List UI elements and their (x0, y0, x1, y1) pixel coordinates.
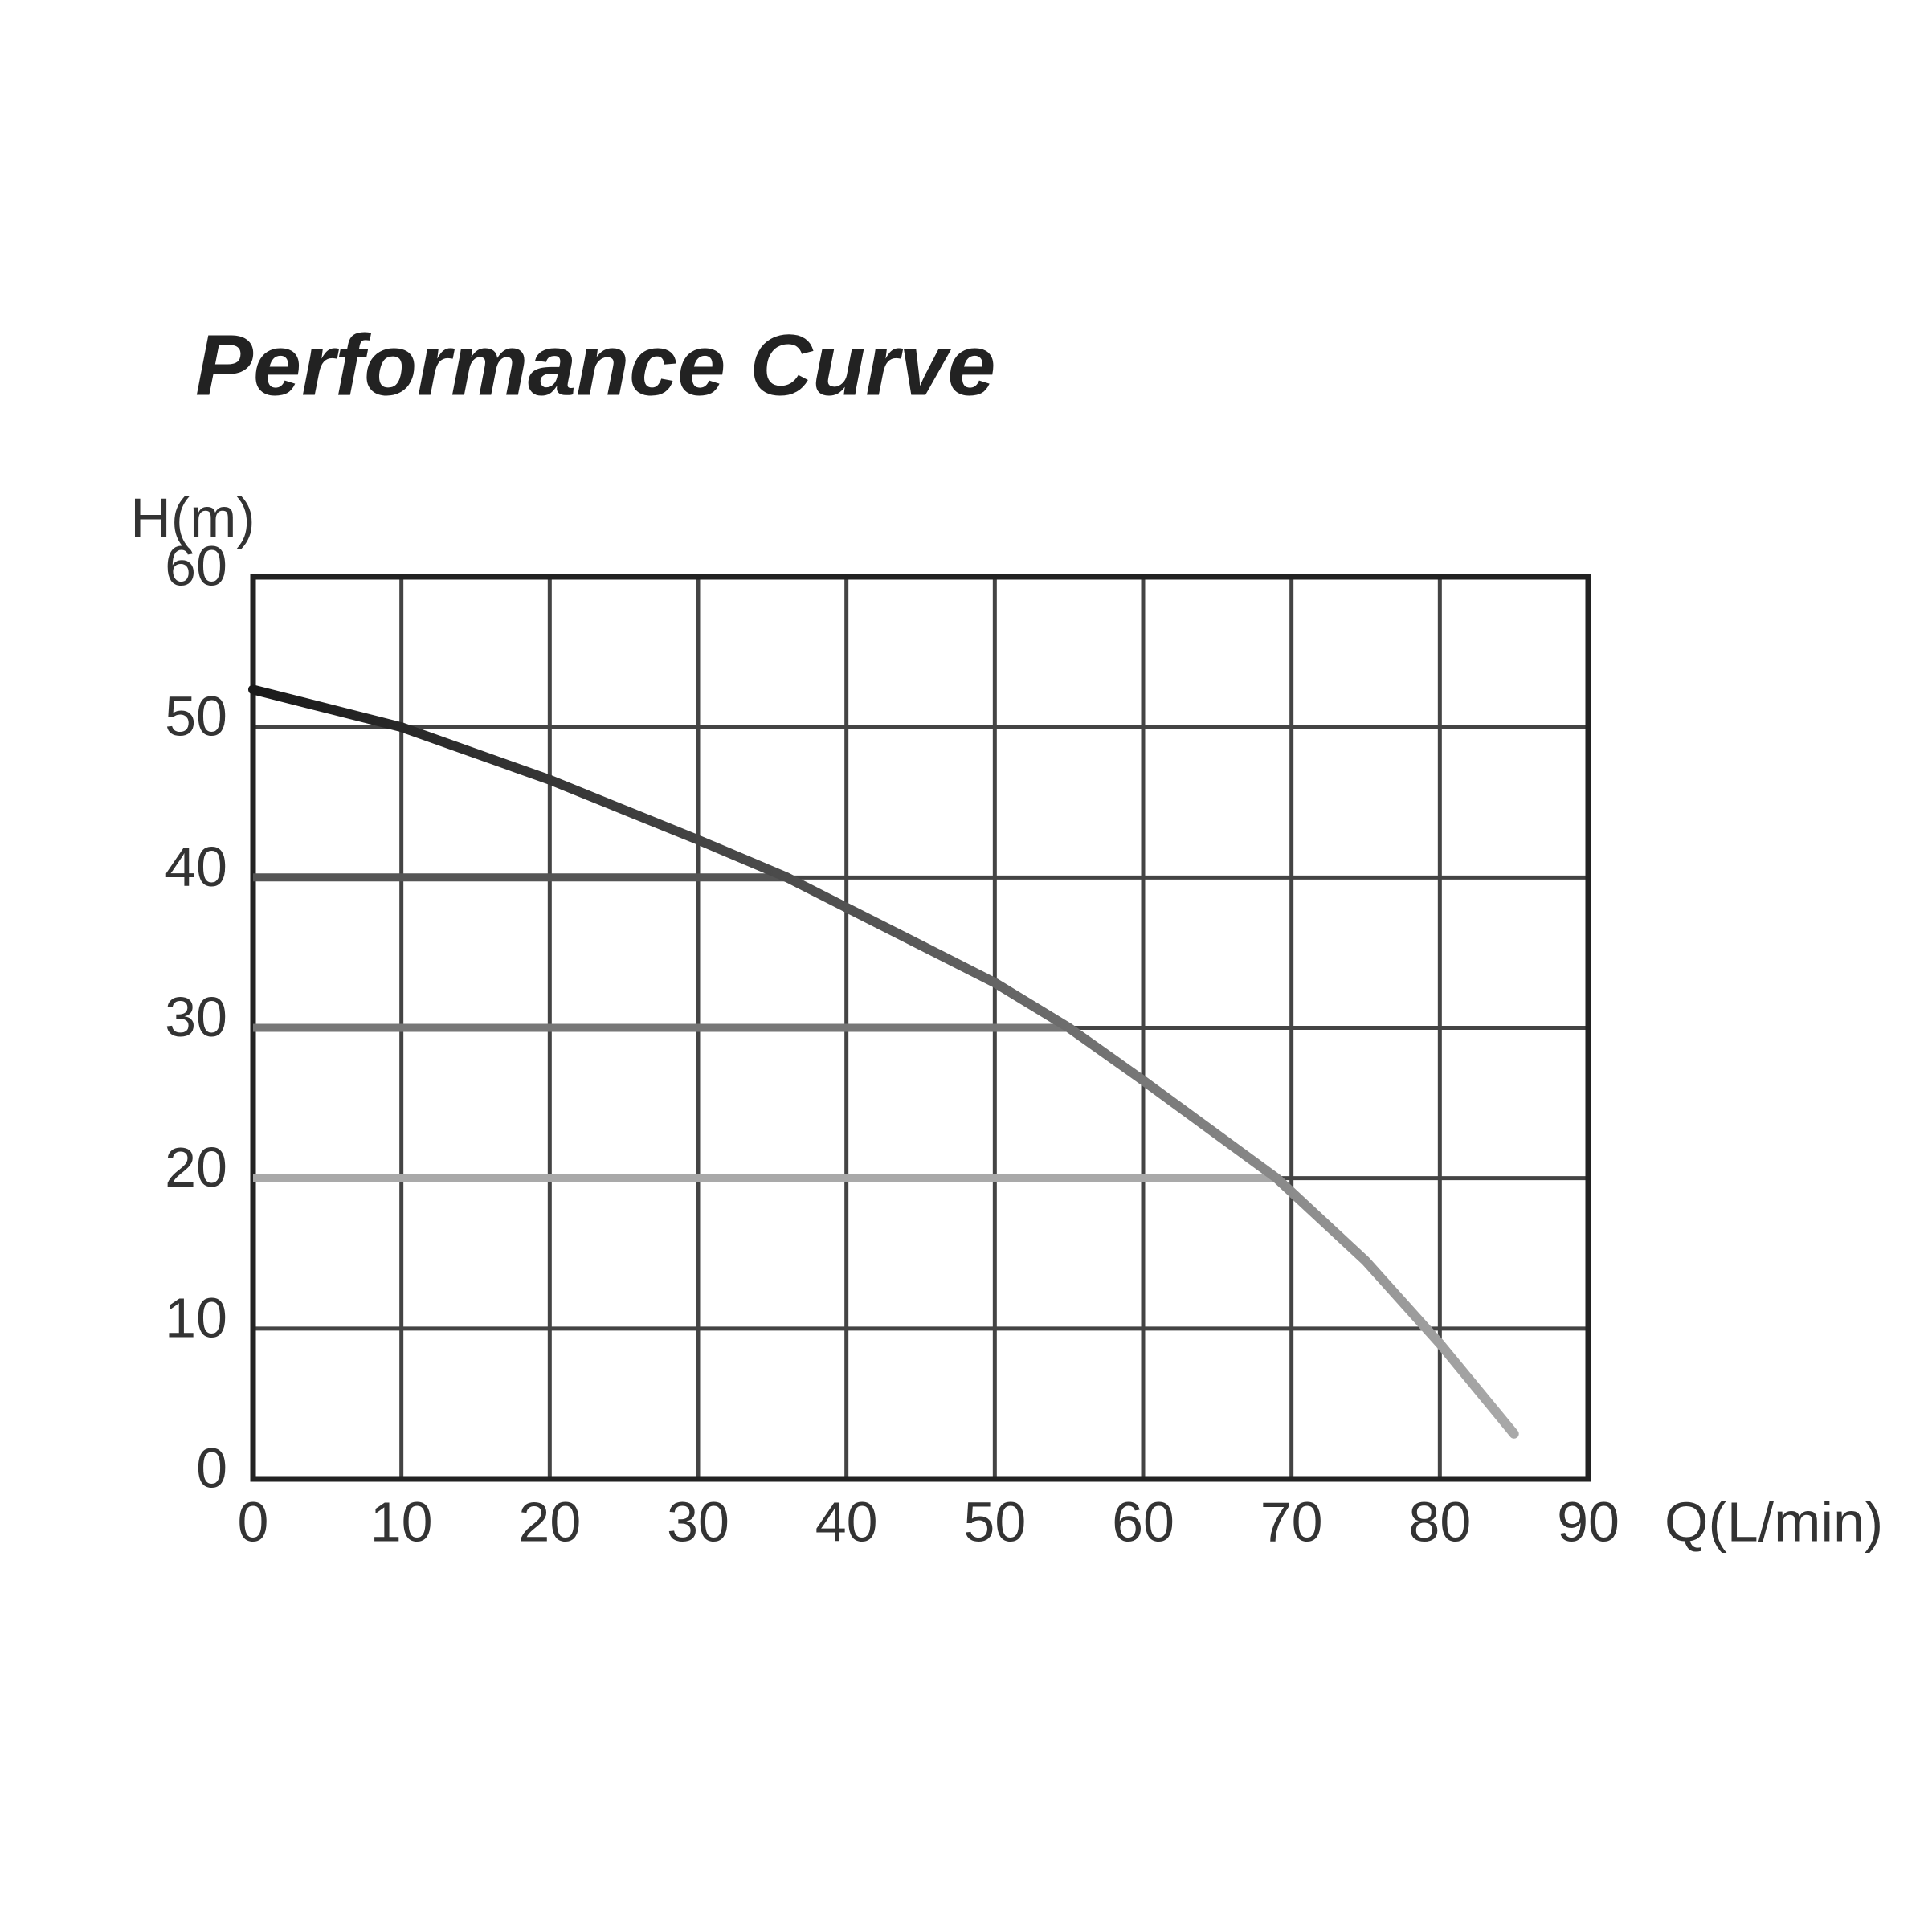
y-tick-label: 60 (165, 534, 227, 597)
y-axis-label: H(m) (130, 486, 255, 549)
x-tick-label: 30 (667, 1490, 729, 1553)
curve (248, 684, 1519, 1439)
x-tick-label: 80 (1408, 1490, 1471, 1553)
y-tick-label: 40 (165, 835, 227, 898)
y-tick-label: 10 (165, 1286, 227, 1349)
x-tick-label: 90 (1557, 1490, 1620, 1553)
x-tick-label: 10 (370, 1490, 433, 1553)
x-axis-label: Q(L/min) (1665, 1490, 1883, 1553)
y-tick-label: 30 (165, 986, 227, 1048)
x-tick-label: 40 (815, 1490, 878, 1553)
x-tick-label: 0 (238, 1490, 269, 1553)
x-tick-label: 50 (963, 1490, 1026, 1553)
x-tick-label: 20 (518, 1490, 581, 1553)
y-tick-label: 50 (165, 685, 227, 748)
y-tick-label: 20 (165, 1136, 227, 1199)
y-tick-label: 0 (196, 1436, 227, 1499)
x-tick-label: 70 (1260, 1490, 1323, 1553)
chart-title: Performance Curve (195, 317, 995, 414)
x-tick-label: 60 (1112, 1490, 1174, 1553)
